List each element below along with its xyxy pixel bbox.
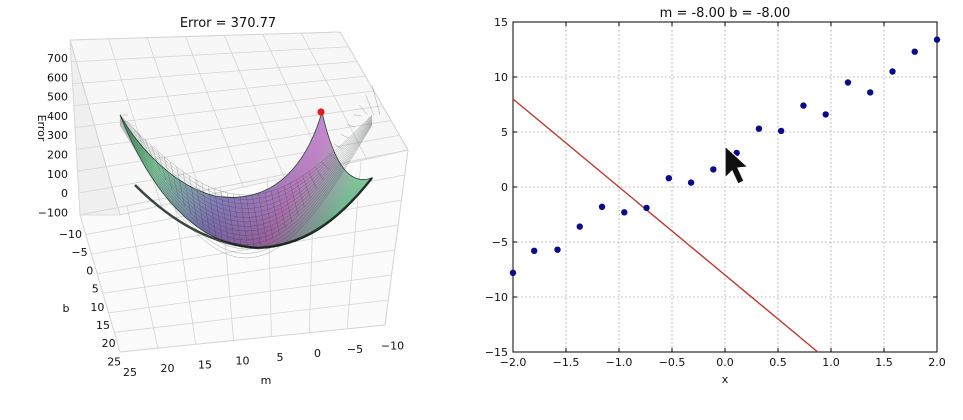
data-point: [576, 223, 583, 230]
x-tick-label: 2.0: [928, 356, 946, 369]
b-tick-label: 10: [90, 301, 104, 314]
x-tick-label: −1.5: [553, 356, 580, 369]
current-error-point: [317, 108, 325, 116]
z-tick-label: 100: [47, 168, 68, 181]
error-surface: [119, 84, 381, 259]
b-tick-label: −5: [71, 246, 87, 259]
data-point: [777, 127, 785, 135]
y-tick-label: −5: [492, 236, 508, 249]
z-tick-label: 0: [61, 187, 68, 200]
z-tick-label: 400: [47, 110, 68, 123]
m-tick-label: 10: [236, 355, 250, 368]
x-tick-label: −2.0: [500, 356, 527, 369]
data-point: [844, 79, 852, 86]
z-tick-label: 500: [47, 91, 68, 104]
m-tick-label: 20: [161, 362, 175, 375]
data-point: [911, 48, 918, 55]
y-axis-label: y: [480, 183, 481, 190]
data-point: [621, 209, 628, 216]
y-tick-label: −15: [485, 346, 508, 359]
data-point: [643, 204, 650, 212]
x-tick-label: 1.5: [875, 356, 893, 369]
z-tick-label: 700: [47, 52, 68, 65]
x-tick-label: 0.5: [769, 356, 787, 369]
fit-line: [512, 98, 819, 353]
b-axis-label: b: [63, 302, 70, 315]
x-tick-label: −1.0: [606, 356, 633, 369]
data-point: [710, 166, 717, 173]
x-tick-label: −0.5: [659, 356, 686, 369]
m-axis-label: m: [261, 374, 272, 387]
x-axis-label: x: [722, 373, 729, 386]
m-tick-label: 5: [277, 351, 284, 364]
z-tick-label: −100: [38, 206, 68, 219]
x-tick-label: 0.0: [716, 356, 734, 369]
z-tick-label: 300: [47, 129, 68, 142]
x-tick-label: 1.0: [822, 356, 840, 369]
data-points: [509, 36, 941, 276]
scatter-title: m = -8.00 b = -8.00: [660, 6, 791, 21]
b-tick-label: 5: [92, 283, 99, 296]
surface-title: Error = 370.77: [180, 16, 276, 31]
data-point: [755, 125, 763, 132]
scatter-chart: −2.0 −1.5 −1.0 −0.5 0.0 0.5 1.0 1.5 2.0 15 10 5 0 −5…: [480, 6, 946, 386]
x-axis-ticks: −2.0 −1.5 −1.0 −0.5 0.0 0.5 1.0 1.5 2.0: [500, 22, 946, 369]
m-tick-label: 25: [123, 366, 137, 379]
y-tick-label: 5: [501, 126, 508, 139]
z-tick-label: 600: [47, 71, 68, 84]
b-tick-label: 15: [96, 319, 110, 332]
data-point: [598, 203, 606, 210]
data-point: [665, 175, 673, 182]
b-tick-label: 20: [102, 337, 116, 350]
data-point: [800, 102, 807, 109]
data-point: [822, 111, 829, 118]
z-axis-ticks: 700 600 500 400 300 200 100 0 −100: [38, 52, 68, 219]
mouse-cursor-icon: [724, 144, 750, 185]
data-point: [889, 68, 896, 75]
m-tick-label: 15: [198, 358, 212, 371]
m-tick-label: −10: [381, 339, 404, 352]
b-axis-ticks: −10 −5 0 5 10 15 20 25: [59, 228, 121, 368]
m-tick-label: 0: [314, 347, 321, 360]
fit-line-group: [512, 98, 819, 353]
data-point: [509, 269, 517, 276]
b-tick-label: 25: [107, 355, 121, 368]
data-point: [531, 247, 538, 254]
data-point: [554, 246, 561, 253]
y-tick-label: 10: [494, 71, 508, 84]
data-point: [867, 89, 874, 96]
z-axis-label: Error: [35, 115, 48, 142]
y-tick-label: 0: [501, 181, 508, 194]
plot-grid: [513, 22, 937, 352]
y-axis-ticks: 15 10 5 0 −5 −10 −15: [485, 16, 937, 359]
b-tick-label: −10: [59, 228, 82, 241]
b-tick-label: 0: [86, 264, 93, 277]
y-tick-label: −10: [485, 291, 508, 304]
m-axis-ticks: 25 20 15 10 5 0 −5 −10: [123, 339, 404, 379]
y-tick-label: 15: [494, 16, 508, 29]
z-tick-label: 200: [47, 149, 68, 162]
data-point: [933, 36, 941, 43]
m-tick-label: −5: [347, 343, 363, 356]
data-point: [687, 179, 695, 186]
